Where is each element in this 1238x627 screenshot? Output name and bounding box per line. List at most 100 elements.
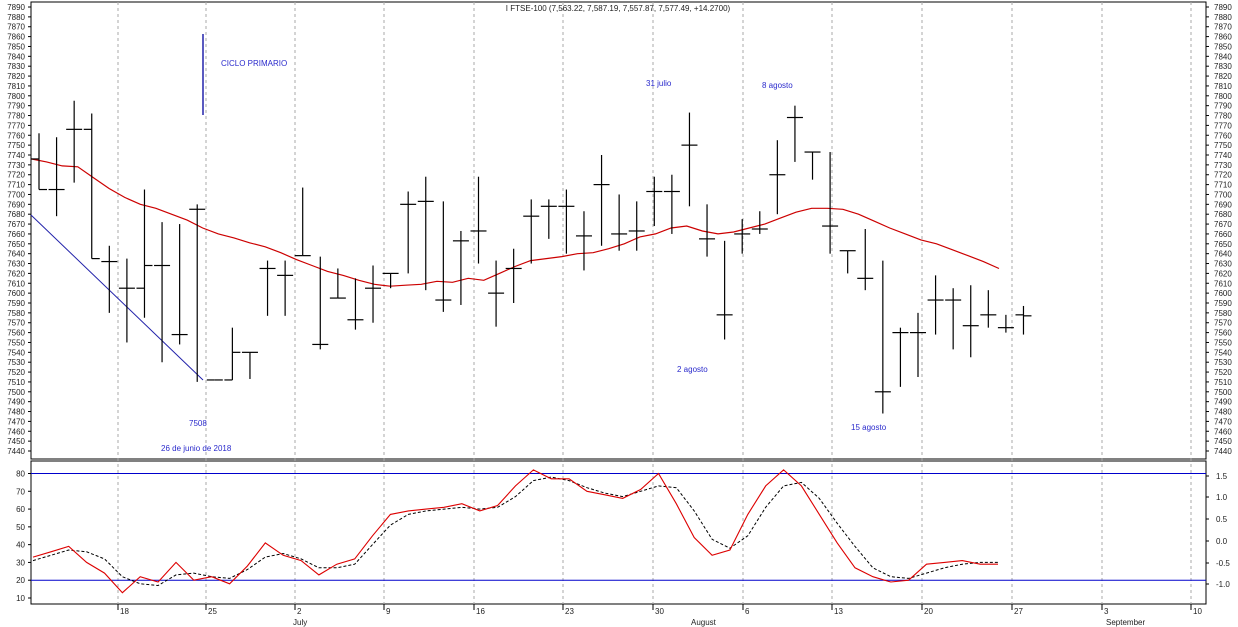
y-tick-label-right: 7870 [1214, 23, 1232, 32]
price-bar-26 [488, 260, 505, 327]
y-tick-label-left: 7670 [7, 220, 25, 229]
price-bar-5 [118, 258, 135, 343]
y-tick-label-right: 7730 [1214, 161, 1232, 170]
y-tick-label-right: 7860 [1214, 33, 1232, 42]
price-bar-12 [241, 351, 258, 379]
price-bar-14 [277, 260, 294, 316]
price-y-axis-right: 7440745074607470748074907500751075207530… [1206, 3, 1232, 456]
y-tick-label-left: 7450 [7, 437, 25, 446]
price-bar-8 [171, 224, 188, 345]
price-bar-38 [699, 204, 716, 257]
y-tick-label-left: 7620 [7, 269, 25, 278]
price-bar-30 [558, 189, 575, 254]
price-bar-32 [593, 155, 610, 246]
y-tick-label-right: 7640 [1214, 250, 1232, 259]
osc-tick-label-left: 80 [16, 470, 25, 479]
y-tick-label-right: 7700 [1214, 190, 1232, 199]
osc-tick-label-right: -0.5 [1216, 559, 1230, 568]
y-tick-label-right: 7720 [1214, 171, 1232, 180]
osc-tick-label-right: 0.5 [1216, 515, 1228, 524]
y-tick-label-left: 7470 [7, 417, 25, 426]
price-bar-52 [945, 288, 962, 350]
oscillator-series [32, 469, 998, 594]
y-tick-label-right: 7630 [1214, 260, 1232, 269]
price-bar-21 [400, 191, 417, 274]
y-tick-label-right: 7450 [1214, 437, 1232, 446]
y-tick-label-right: 7810 [1214, 82, 1232, 91]
y-tick-label-right: 7880 [1214, 13, 1232, 22]
price-bar-3 [83, 113, 100, 260]
y-tick-label-right: 7540 [1214, 348, 1232, 357]
annotation-26-junio-2018: 26 de junio de 2018 [161, 444, 232, 453]
y-tick-label-right: 7440 [1214, 447, 1232, 456]
y-tick-label-left: 7740 [7, 151, 25, 160]
y-tick-label-left: 7490 [7, 398, 25, 407]
price-bar-15 [294, 187, 311, 257]
y-tick-label-right: 7620 [1214, 269, 1232, 278]
price-bar-6 [136, 189, 153, 318]
y-tick-label-right: 7510 [1214, 378, 1232, 387]
price-bar-49 [892, 327, 909, 387]
y-tick-label-left: 7650 [7, 240, 25, 249]
osc-tick-label-right: -1.0 [1216, 580, 1230, 589]
annotation-15-agosto: 15 agosto [851, 423, 887, 432]
y-tick-label-right: 7850 [1214, 42, 1232, 51]
price-bar-54 [980, 290, 997, 328]
y-tick-label-right: 7890 [1214, 3, 1232, 12]
y-tick-label-left: 7860 [7, 33, 25, 42]
y-tick-label-right: 7550 [1214, 338, 1232, 347]
price-bar-23 [435, 201, 452, 312]
y-tick-label-right: 7750 [1214, 141, 1232, 150]
x-tick-label-1: 25 [208, 607, 217, 616]
y-tick-label-right: 7500 [1214, 388, 1232, 397]
y-tick-label-right: 7670 [1214, 220, 1232, 229]
oscillator-y-axis-right: -1.0 -0.5 0.0 0.5 1.0 1.5 [1206, 472, 1230, 589]
y-tick-label-left: 7660 [7, 230, 25, 239]
osc-tick-label-right: 1.5 [1216, 472, 1228, 481]
osc-tick-label-left: 70 [16, 487, 25, 496]
y-tick-label-right: 7480 [1214, 408, 1232, 417]
oscillator-reference-lines [31, 473, 1206, 581]
primary-cycle-lines [30, 34, 204, 381]
x-tick-label-11: 3 [1104, 607, 1109, 616]
y-tick-label-left: 7750 [7, 141, 25, 150]
price-bar-27 [505, 248, 522, 303]
y-tick-label-left: 7850 [7, 42, 25, 51]
price-panel-frame [30, 1, 1207, 460]
oscillator-signal-line [32, 476, 998, 587]
price-bar-series [31, 100, 1032, 414]
moving-average-series [30, 158, 1000, 287]
x-tick-label-0: 18 [120, 607, 129, 616]
price-bar-50 [910, 312, 926, 377]
x-tick-label-9: 20 [924, 607, 933, 616]
y-tick-label-left: 7790 [7, 102, 25, 111]
y-tick-label-right: 7710 [1214, 181, 1232, 190]
oscillator-main-line [32, 469, 998, 594]
price-bar-4 [101, 245, 118, 313]
price-bar-7 [154, 222, 171, 363]
y-tick-label-right: 7590 [1214, 299, 1232, 308]
price-bar-37 [681, 112, 698, 207]
price-bar-16 [312, 256, 329, 350]
osc-tick-label-left: 60 [16, 505, 25, 514]
price-bar-28 [523, 199, 540, 264]
trendline [30, 214, 204, 381]
y-tick-label-left: 7550 [7, 338, 25, 347]
y-tick-label-right: 7690 [1214, 200, 1232, 209]
y-tick-label-left: 7690 [7, 200, 25, 209]
price-bar-2 [66, 100, 83, 183]
y-tick-label-right: 7570 [1214, 319, 1232, 328]
y-tick-label-left: 7710 [7, 181, 25, 190]
y-tick-label-right: 7560 [1214, 329, 1232, 338]
y-tick-label-right: 7770 [1214, 121, 1232, 130]
osc-tick-label-left: 20 [16, 576, 25, 585]
y-tick-label-left: 7840 [7, 52, 25, 61]
y-tick-label-left: 7810 [7, 82, 25, 91]
price-bar-9 [189, 204, 206, 382]
y-tick-label-left: 7580 [7, 309, 25, 318]
osc-tick-label-left: 30 [16, 558, 25, 567]
y-tick-label-right: 7460 [1214, 427, 1232, 436]
oscillator-panel-frame [30, 460, 1207, 605]
y-tick-label-left: 7720 [7, 171, 25, 180]
